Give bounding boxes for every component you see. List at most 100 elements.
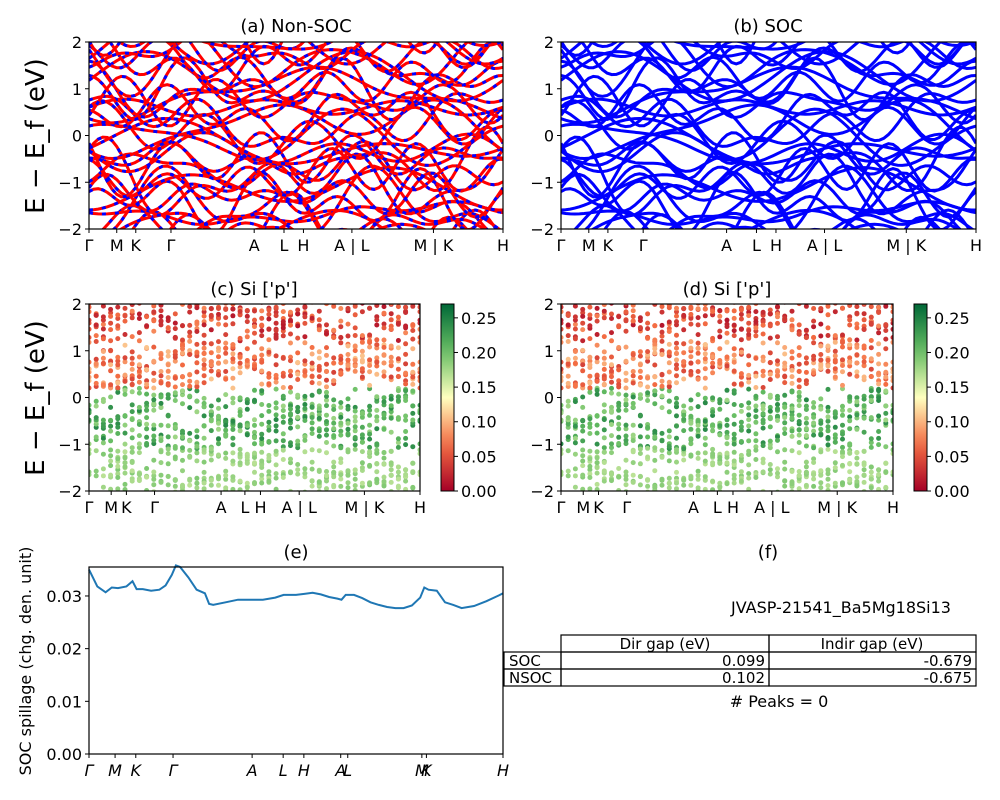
band-point [324,331,329,337]
band-point [594,422,600,428]
band-point [165,382,171,388]
band-point [623,457,629,463]
band-point [172,390,178,396]
spillage-line [88,564,504,610]
band-point [609,304,614,306]
band-point [266,307,272,313]
band-point [666,450,672,456]
band-point [194,329,200,334]
band-point [144,474,150,480]
band-point [868,388,874,394]
band-point [93,468,99,474]
band-point [760,354,766,360]
band-point [230,321,236,327]
band-line-blue [561,166,976,212]
band-point [165,375,171,380]
band-point [352,386,358,392]
band-point [840,449,845,455]
band-point [623,437,629,443]
band-point [115,385,121,391]
band-point [861,326,867,332]
band-point [717,400,723,406]
band-point [403,323,409,329]
band-point [115,373,121,379]
band-point [789,349,795,355]
band-point [230,375,236,381]
band-point [674,313,679,319]
band-point [237,335,243,341]
band-point [367,299,372,304]
band-point [710,428,716,434]
band-point [561,441,564,447]
band-point [645,358,651,364]
band-point [252,339,257,345]
band-point [659,333,665,339]
band-point [688,441,694,447]
band-point [309,459,315,465]
band-point [115,362,121,368]
band-point [738,316,744,322]
band-point [861,359,867,365]
band-point [688,371,694,377]
band-point [89,359,92,365]
band-point [561,417,564,423]
band-point [775,489,780,491]
band-point [403,435,409,441]
band-point [158,314,164,319]
table-header-dir: Dir gap (eV) [620,635,711,653]
band-point [230,306,236,312]
band-point [861,343,867,349]
band-point [731,431,737,437]
band-point [158,308,164,314]
band-point [710,451,716,457]
band-point [273,405,279,411]
band-point [876,388,882,394]
band-point [331,327,337,333]
band-point [883,484,889,490]
band-point [166,299,171,304]
band-point [582,304,584,305]
band-point [775,320,780,326]
band-point [216,426,221,432]
band-point [187,329,193,335]
band-point [818,432,824,438]
table-cell-nsoc-indir: -0.675 [924,669,972,687]
band-point [609,316,614,321]
band-point [144,441,150,446]
band-point [338,318,344,324]
band-point [180,323,185,329]
band-line-blue-dash [89,83,503,143]
band-point [223,392,229,398]
band-point [702,351,708,357]
xtick-label: M | K [344,498,384,517]
band-point [674,305,679,311]
band-point [840,332,845,338]
band-point [223,376,229,382]
band-point [868,485,874,491]
band-point [760,340,766,346]
band-point [309,351,315,357]
band-point [93,312,99,318]
band-point [565,361,571,367]
material-id: JVASP-21541_Ba5Mg18Si13 [730,598,951,618]
band-point [695,419,701,425]
band-point [630,422,636,428]
band-point [580,453,586,459]
band-point [122,355,128,361]
band-line-blue-dash [89,131,503,174]
band-point [710,413,716,418]
band-point [666,458,672,464]
band-point [216,339,221,345]
colorbar-tick-label: 0.20 [934,343,970,362]
band-point [381,360,387,366]
band-point [274,492,279,497]
ytick-label: 2 [544,33,554,52]
band-point [244,313,250,319]
band-point [309,360,315,366]
band-point [623,476,629,482]
band-point [151,437,157,443]
band-point [572,355,578,361]
band-point [587,323,593,329]
band-point [674,322,679,328]
band-point [403,467,409,473]
